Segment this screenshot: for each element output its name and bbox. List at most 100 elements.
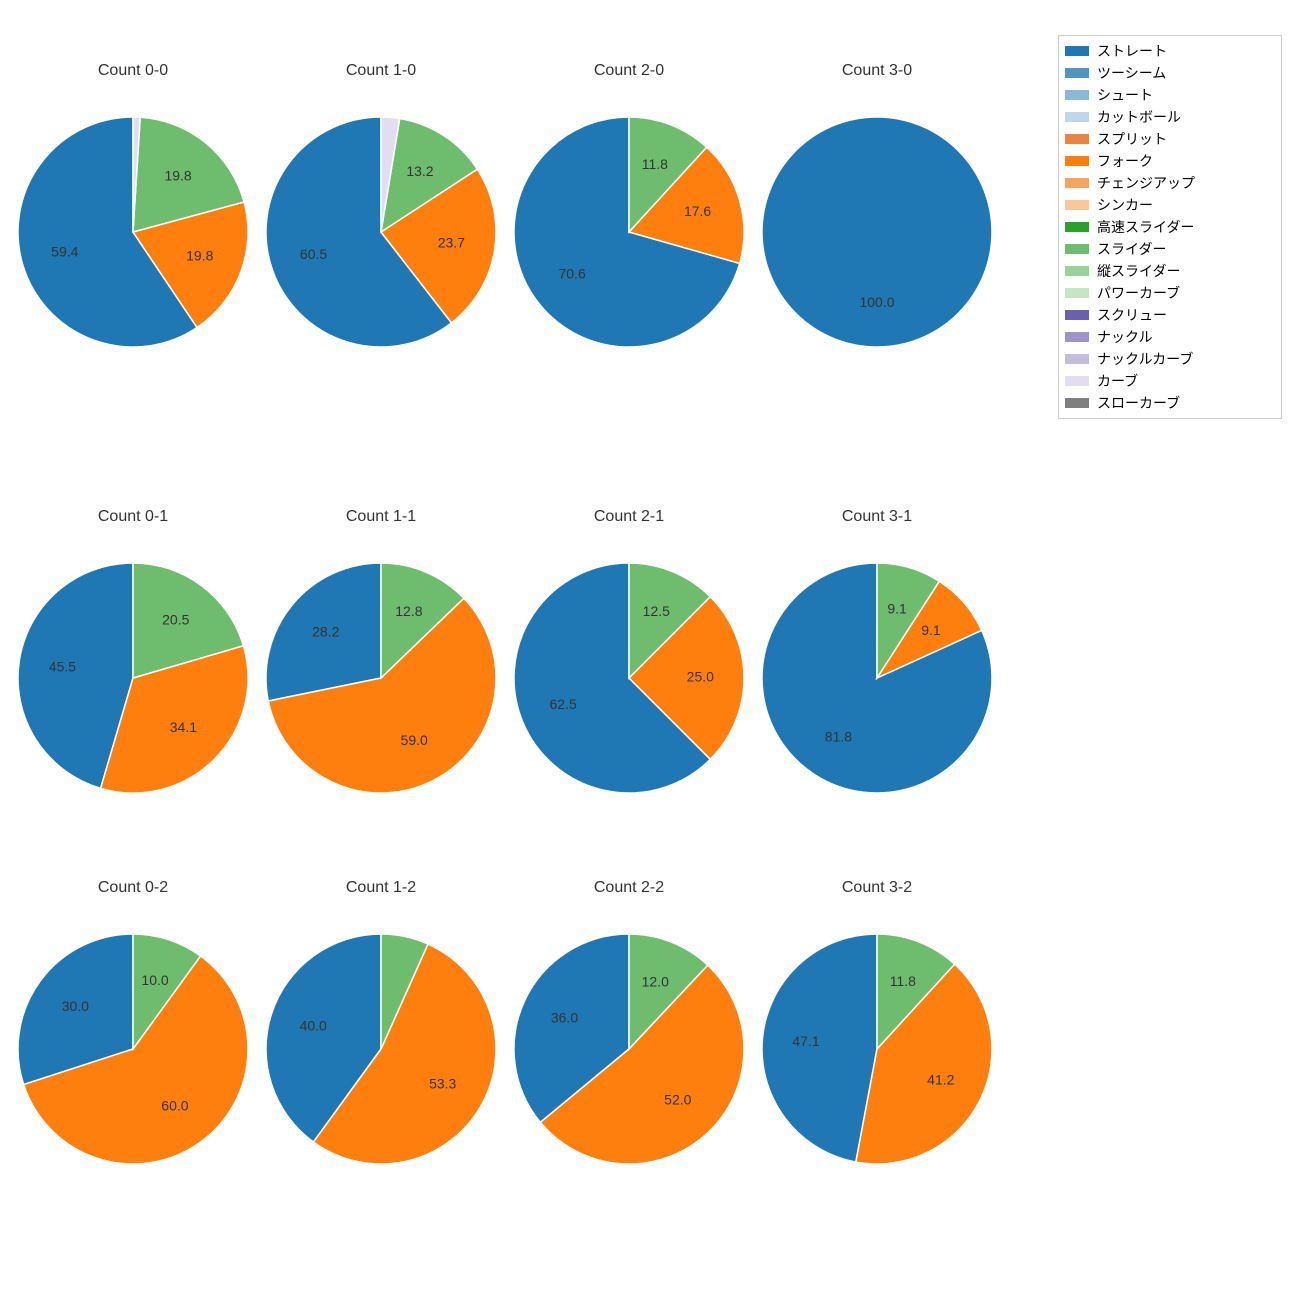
pie-panel-count-3-2: Count 3-247.141.211.8: [742, 879, 1012, 1184]
legend-swatch: [1065, 288, 1089, 298]
slice-label: 40.0: [300, 1018, 327, 1034]
slice-label: 60.5: [300, 246, 327, 262]
pie-title: Count 0-0: [0, 62, 268, 80]
legend-row: パワーカーブ: [1065, 282, 1275, 304]
pie-svg: 100.0: [742, 97, 1012, 367]
legend-swatch: [1065, 354, 1089, 364]
pie-title: Count 0-1: [0, 508, 268, 526]
legend-swatch: [1065, 46, 1089, 56]
slice-label: 59.0: [401, 732, 428, 748]
slice-label: 19.8: [164, 167, 191, 183]
legend: ストレートツーシームシュートカットボールスプリットフォークチェンジアップシンカー…: [1058, 35, 1282, 419]
pie-title: Count 2-0: [494, 62, 764, 80]
legend-label: シンカー: [1097, 195, 1153, 215]
slice-label: 34.1: [170, 719, 197, 735]
legend-label: ストレート: [1097, 41, 1167, 61]
legend-swatch: [1065, 332, 1089, 342]
pie-panel-count-2-0: Count 2-0 70.6 17.6 11.8: [494, 62, 764, 367]
slice-label: 36.0: [551, 1009, 578, 1025]
legend-label: カーブ: [1097, 371, 1138, 391]
legend-label: ツーシーム: [1097, 63, 1166, 83]
legend-row: ツーシーム: [1065, 62, 1275, 84]
legend-label: ナックル: [1097, 327, 1153, 347]
pie-title: Count 1-0: [246, 62, 516, 80]
legend-swatch: [1065, 310, 1089, 320]
legend-row: カーブ: [1065, 370, 1275, 392]
legend-row: 高速スライダー: [1065, 216, 1275, 238]
pie-svg: 59.4 19.8 19.8: [0, 97, 268, 367]
pie-svg: 62.525.012.5: [494, 543, 764, 813]
slice-label: 100.0: [859, 294, 894, 310]
pie-slice-ストレート: [762, 117, 992, 347]
pie-title: Count 2-1: [494, 508, 764, 526]
legend-swatch: [1065, 376, 1089, 386]
slice-label: 53.3: [429, 1075, 456, 1091]
legend-swatch: [1065, 200, 1089, 210]
pie-panel-count-3-1: Count 3-181.89.19.1: [742, 508, 1012, 813]
pie-panel-count-2-2: Count 2-2 36.0 52.0 12.0: [494, 879, 764, 1184]
pie-panel-count-0-1: Count 0-1 45.534.120.5: [0, 508, 268, 813]
legend-label: スクリュー: [1097, 305, 1167, 325]
pie-svg: 40.0 53.3: [246, 914, 516, 1184]
legend-swatch: [1065, 90, 1089, 100]
legend-swatch: [1065, 134, 1089, 144]
slice-label: 13.2: [406, 163, 433, 179]
slice-label: 30.0: [62, 998, 89, 1014]
legend-row: スライダー: [1065, 238, 1275, 260]
slice-label: 70.6: [558, 266, 585, 282]
slice-label: 12.0: [642, 973, 669, 989]
pie-svg: 30.060.010.0: [0, 914, 268, 1184]
pie-panel-count-1-1: Count 1-128.259.012.8: [246, 508, 516, 813]
legend-swatch: [1065, 156, 1089, 166]
legend-row: スローカーブ: [1065, 392, 1275, 414]
pie-panel-count-1-0: Count 1-0 60.5 23.7 13.2: [246, 62, 516, 367]
legend-row: シンカー: [1065, 194, 1275, 216]
legend-swatch: [1065, 178, 1089, 188]
slice-label: 52.0: [664, 1092, 691, 1108]
pie-panel-count-3-0: Count 3-0 100.0: [742, 62, 1012, 367]
legend-row: カットボール: [1065, 106, 1275, 128]
pie-svg: 47.141.211.8: [742, 914, 1012, 1184]
legend-row: チェンジアップ: [1065, 172, 1275, 194]
legend-label: チェンジアップ: [1097, 173, 1195, 193]
slice-label: 17.6: [684, 203, 711, 219]
legend-swatch: [1065, 222, 1089, 232]
slice-label: 9.1: [921, 622, 941, 638]
pie-panel-count-0-0: Count 0-0 59.4 19.8 19.8: [0, 62, 268, 367]
slice-label: 9.1: [887, 600, 907, 616]
slice-label: 11.8: [642, 156, 668, 172]
pie-title: Count 3-2: [742, 879, 1012, 897]
slice-label: 47.1: [792, 1033, 819, 1049]
chart-stage: Count 0-0 59.4 19.8 19.8 Count 1-0 60.5 23.7 13…: [0, 0, 1300, 1300]
pie-title: Count 0-2: [0, 879, 268, 897]
slice-label: 12.8: [395, 603, 422, 619]
pie-svg: 36.0 52.0 12.0: [494, 914, 764, 1184]
pie-title: Count 2-2: [494, 879, 764, 897]
legend-label: カットボール: [1097, 107, 1181, 127]
slice-label: 23.7: [438, 235, 465, 251]
pie-svg: 45.534.120.5: [0, 543, 268, 813]
legend-label: ナックルカーブ: [1097, 349, 1193, 369]
legend-label: スライダー: [1097, 239, 1166, 259]
legend-row: スプリット: [1065, 128, 1275, 150]
legend-row: ストレート: [1065, 40, 1275, 62]
legend-swatch: [1065, 266, 1089, 276]
legend-swatch: [1065, 68, 1089, 78]
legend-swatch: [1065, 244, 1089, 254]
pie-panel-count-2-1: Count 2-162.525.012.5: [494, 508, 764, 813]
slice-label: 81.8: [825, 729, 852, 745]
pie-svg: 60.5 23.7 13.2: [246, 97, 516, 367]
slice-label: 59.4: [51, 243, 78, 259]
slice-label: 12.5: [643, 603, 670, 619]
legend-row: 縦スライダー: [1065, 260, 1275, 282]
legend-row: シュート: [1065, 84, 1275, 106]
legend-label: 縦スライダー: [1097, 261, 1180, 281]
slice-label: 41.2: [927, 1072, 954, 1088]
slice-label: 60.0: [161, 1097, 188, 1113]
legend-swatch: [1065, 398, 1089, 408]
legend-row: ナックル: [1065, 326, 1275, 348]
slice-label: 25.0: [687, 669, 714, 685]
pie-title: Count 3-0: [742, 62, 1012, 80]
legend-label: 高速スライダー: [1097, 217, 1194, 237]
slice-label: 19.8: [186, 248, 213, 264]
